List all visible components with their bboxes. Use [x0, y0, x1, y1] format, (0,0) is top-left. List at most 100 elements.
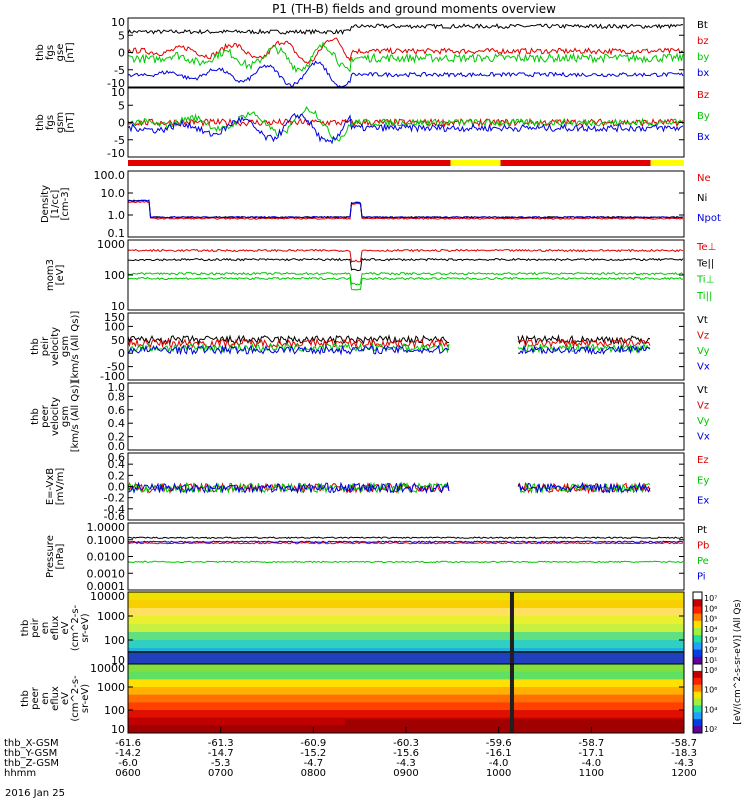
- y-tick-label: 150: [104, 311, 125, 324]
- legend-bz: bz: [697, 36, 709, 47]
- y-tick-label: 0.0010: [87, 567, 126, 580]
- panel-frame: [127, 522, 685, 591]
- x-tick-label: -59.6: [486, 738, 512, 749]
- colorbar-cell: [693, 670, 702, 679]
- colorbar-tick: 10²: [704, 646, 717, 655]
- colorbar-cell: [693, 684, 702, 693]
- y-axis-label: E=-VxB: [45, 468, 56, 505]
- spectrogram-band: [128, 710, 684, 719]
- series-line: [127, 37, 684, 65]
- legend-Ez: Ez: [697, 455, 709, 466]
- spectrogram-band: [128, 640, 684, 649]
- y-tick-label: 0: [118, 117, 125, 130]
- colorbar-tick: 10²: [704, 725, 717, 734]
- mode-bar: [128, 160, 684, 166]
- x-tick-label: -61.3: [208, 738, 234, 749]
- spectrogram-band: [128, 653, 684, 664]
- y-axis-label: peir: [30, 617, 41, 637]
- colorbar-cell: [693, 599, 702, 607]
- y-axis-label: [cm-3]: [60, 187, 71, 220]
- y-tick-label: 0.0001: [87, 580, 126, 593]
- panel-frame: [127, 170, 685, 238]
- y-axis-label: [nT]: [65, 42, 76, 62]
- y-axis-label: en: [40, 692, 51, 705]
- y-tick-label: 100: [104, 704, 125, 717]
- x-tick-label: -60.9: [300, 738, 326, 749]
- panel-3: 100.0 10.0 1.0 0.1 Density [1/cc] [cm-3] Ne Ni Np…: [40, 169, 721, 240]
- series-line: [127, 540, 684, 544]
- y-tick-label: 0.6: [108, 451, 126, 464]
- spectrogram-band: [128, 600, 684, 609]
- colorbar-cell: [693, 656, 702, 665]
- x-tick-label: 0700: [208, 768, 233, 779]
- y-tick-label: 5: [118, 29, 125, 42]
- series-line: [127, 23, 684, 36]
- y-axis-label: eflux: [50, 686, 61, 711]
- legend-Ne: Ne: [697, 173, 711, 184]
- y-axis-label: thb: [30, 338, 41, 355]
- x-row-label: hhmm: [4, 768, 36, 779]
- colorbar-frame: [692, 663, 703, 734]
- y-tick-label: 0.1000: [87, 534, 126, 547]
- y-axis-label: gsm: [60, 406, 71, 427]
- x-tick-label: 1100: [579, 768, 604, 779]
- spectrogram-band: [128, 671, 684, 680]
- colorbar-label: [eV/(cm^2-s-sr-eV)] (All Qs): [733, 599, 743, 724]
- y-tick-label: 50: [111, 334, 125, 347]
- colorbar-cell: [693, 592, 702, 600]
- y-tick-label: 1.0000: [87, 521, 126, 534]
- x-tick-label: 0600: [115, 768, 140, 779]
- spectrogram-band: [128, 687, 684, 696]
- y-axis-label: gsm: [60, 336, 71, 357]
- x-tick-label: 0900: [393, 768, 418, 779]
- y-tick-label: 1000: [97, 238, 125, 251]
- x-tick-label: -58.7: [671, 738, 697, 749]
- colorbar-tick: 10¹: [704, 656, 717, 665]
- series-line: [127, 199, 683, 219]
- y-axis-label: [km/s (All Qs)]: [70, 381, 81, 453]
- x-tick-label: -18.3: [671, 748, 697, 759]
- spectrogram-band: [128, 694, 684, 703]
- legend-Vz: Vz: [697, 331, 709, 342]
- y-tick-label: 0.8: [108, 390, 126, 403]
- y-axis-label: thb: [20, 620, 31, 637]
- series-line: [127, 60, 684, 88]
- y-tick-label: -100: [100, 370, 125, 383]
- series-line: [127, 112, 684, 145]
- legend-Vy: Vy: [697, 346, 710, 357]
- colorbar-cell: [693, 613, 702, 622]
- series-line: [127, 276, 683, 291]
- colorbar-tick: 10⁶: [704, 686, 717, 695]
- x-tick-label: -5.3: [211, 758, 231, 769]
- legend-Bt: Bt: [697, 20, 708, 31]
- series-line: [127, 271, 684, 286]
- y-tick-label: 0.2: [108, 469, 126, 482]
- spectrogram: [128, 664, 684, 734]
- series-line: [127, 481, 651, 495]
- y-axis-label: peer: [40, 404, 51, 428]
- x-tick-label: -4.7: [304, 758, 324, 769]
- spectrogram-band: [344, 719, 684, 733]
- spectrogram-band: [128, 702, 684, 711]
- legend-Bx: Bx: [697, 132, 710, 143]
- series-line: [127, 248, 684, 263]
- spectrogram: [128, 592, 684, 665]
- y-tick-label: -50: [107, 361, 125, 374]
- footer-date: 2016 Jan 25: [5, 788, 65, 799]
- y-tick-label: 0.0100: [87, 551, 126, 564]
- y-tick-label: 10: [111, 16, 125, 29]
- spectrogram-band: [128, 616, 684, 625]
- colorbar-cell: [693, 691, 702, 699]
- x-row-label: thb_X-GSM: [4, 738, 59, 749]
- legend-Vz: Vz: [697, 401, 709, 412]
- legend-bx: bx: [697, 68, 709, 79]
- x-tick-label: -14.2: [115, 748, 141, 759]
- y-tick-label: 100: [104, 320, 125, 333]
- colorbar-cell: [693, 677, 702, 686]
- series-line: [127, 105, 684, 142]
- x-tick-label: -17.1: [578, 748, 604, 759]
- y-axis-label: Pressure: [45, 535, 56, 578]
- mode-bar-segment: [450, 160, 501, 166]
